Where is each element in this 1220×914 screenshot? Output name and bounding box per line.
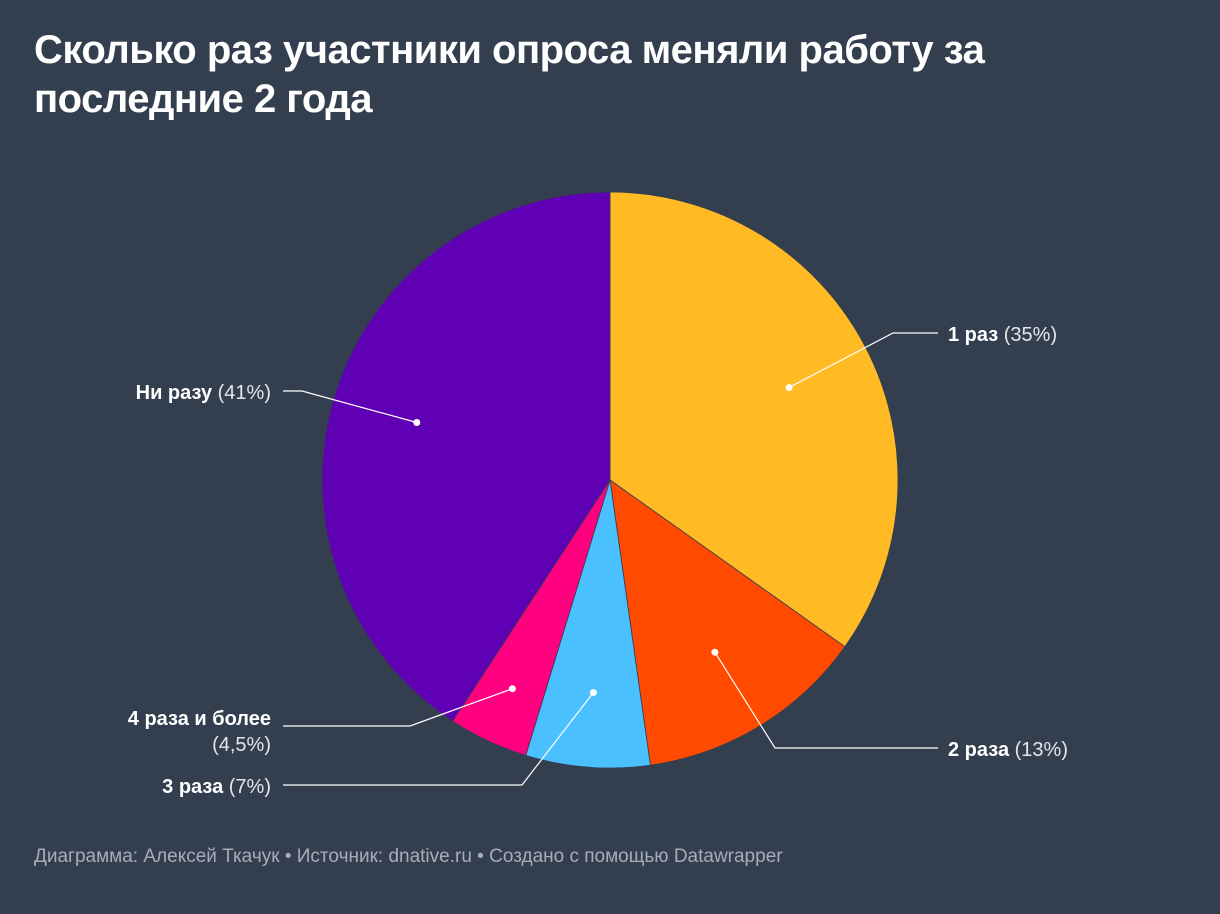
chart-footer: Диаграмма: Алексей Ткачук • Источник: dn… (34, 846, 783, 868)
leader-dot-ни-разу (413, 419, 421, 426)
slice-label-ни-разу: Ни разу (41%) (136, 382, 271, 404)
leader-line-4-раза-и-более (283, 688, 513, 727)
leader-line-3-раза (283, 692, 594, 786)
leader-lines (283, 332, 938, 786)
leader-line-2-раза (714, 651, 938, 749)
footer-author: Алексей Ткачук (143, 846, 280, 867)
leader-line-1-раз (788, 332, 938, 389)
chart-title: Сколько раз участники опроса меняли рабо… (34, 28, 985, 121)
pie-slice-2-раза (609, 479, 846, 766)
slice-label-4-раза-и-более: 4 раза и более (128, 708, 271, 730)
footer-tool-link[interactable]: Datawrapper (673, 846, 783, 867)
slice-value-4-раза-и-более: (4,5%) (212, 734, 271, 756)
pie-slice-3-раза (525, 479, 651, 769)
footer-source-link[interactable]: dnative.ru (388, 846, 472, 867)
leader-dot-1-раз (785, 384, 793, 391)
slice-label-2-раза: 2 раза (13%) (948, 739, 1068, 761)
leader-line-ни-разу (283, 390, 417, 424)
slice-label-1-раз: 1 раз (35%) (948, 324, 1057, 346)
leader-dot-4-раза-и-более (508, 685, 516, 693)
pie-slice-ни-разу (321, 191, 611, 722)
slice-label-3-раза: 3 раза (7%) (162, 776, 271, 798)
leader-dot-2-раза (711, 648, 719, 656)
slice-labels: 1 раз (35%) 2 раза (13%) 3 раза (7%) 4 раза… (128, 324, 1068, 798)
footer-created-prefix: • Создано с помощью (471, 846, 674, 867)
footer-source-prefix: • Источник: (279, 846, 389, 867)
footer-chart-prefix: Диаграмма: (34, 846, 144, 867)
pie-slices (321, 191, 899, 769)
leader-dot-3-раза (589, 689, 597, 696)
